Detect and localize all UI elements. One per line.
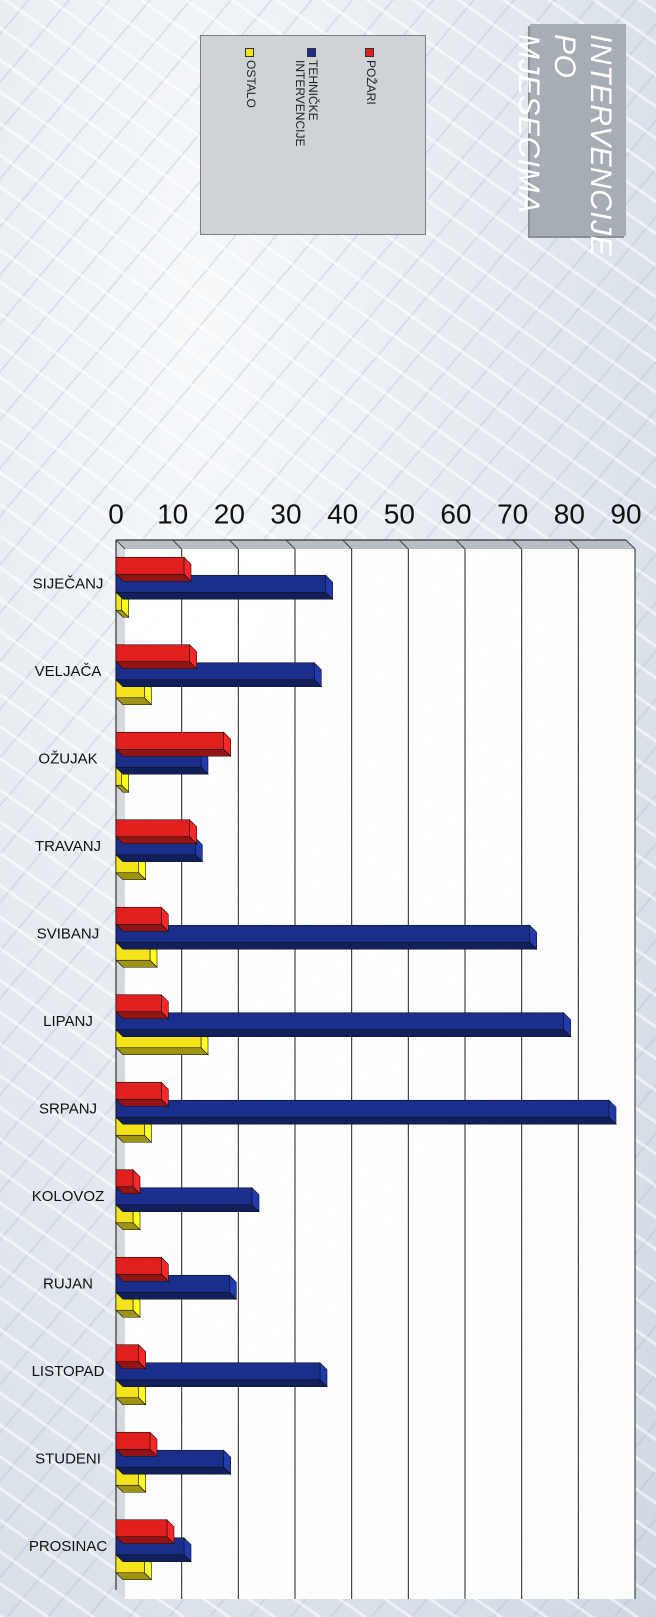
category-label: LIPANJ (43, 1013, 93, 1030)
bar-side-tehnicke (115, 1554, 192, 1563)
bar-side-tehnicke (115, 679, 323, 688)
bar-side-ostalo (115, 959, 158, 968)
plot-back-wall (125, 549, 635, 1599)
bar-pozari (115, 1169, 134, 1188)
bar-side-pozari (115, 661, 198, 670)
bar-pozari (115, 556, 185, 575)
category-label: STUDENI (35, 1450, 101, 1467)
bar-side-pozari (115, 1011, 170, 1020)
bar-pozari (115, 994, 162, 1013)
bar-side-tehnicke (115, 591, 334, 600)
y-tick-label: 10 (157, 499, 188, 530)
bar-tehnicke (115, 1012, 564, 1031)
bar-side-pozari (115, 1273, 170, 1282)
bar-tehnicke (115, 1187, 253, 1206)
bar-side-tehnicke (115, 1029, 572, 1038)
gridline-side (455, 539, 466, 550)
bar-pozari (115, 819, 190, 838)
gridline-side (625, 539, 636, 550)
bar-side-tehnicke (115, 1379, 328, 1388)
bar-side-pozari (115, 1448, 158, 1457)
category-label: SIJEČANJ (33, 575, 104, 592)
y-tick-label: 40 (327, 499, 358, 530)
bar-tehnicke (115, 1099, 610, 1118)
category-label: SRPANJ (39, 1100, 97, 1117)
plot-side-wall (116, 540, 635, 549)
y-tick-label: 60 (440, 499, 471, 530)
bar-side-tehnicke (115, 854, 204, 863)
bar-side-tehnicke (115, 1291, 238, 1300)
bar-pozari (115, 644, 190, 663)
category-label: PROSINAC (29, 1538, 108, 1555)
gridline-side (285, 539, 296, 550)
bar-pozari (115, 1519, 168, 1538)
bar-side-pozari (115, 1098, 170, 1107)
y-tick-label: 0 (108, 499, 124, 530)
gridline-side (568, 539, 579, 550)
bar-pozari (115, 731, 224, 750)
bar-side-tehnicke (115, 1204, 260, 1213)
y-tick-label: 80 (554, 499, 585, 530)
category-label: KOLOVOZ (32, 1188, 105, 1205)
bar-side-pozari (115, 748, 232, 757)
gridline-side (228, 539, 239, 550)
bar-side-pozari (115, 573, 192, 582)
bar-side-tehnicke (115, 941, 538, 950)
bar-side-pozari (115, 1536, 175, 1545)
gridline-side (172, 539, 183, 550)
gridline-side (512, 539, 523, 550)
y-tick-label: 70 (497, 499, 528, 530)
bar-side-tehnicke (115, 1466, 232, 1475)
bar-pozari (115, 1256, 162, 1275)
category-label: VELJAČA (35, 663, 102, 680)
bar-side-ostalo (115, 1047, 209, 1056)
bar-side-tehnicke (115, 1116, 617, 1125)
bar-side-pozari (115, 836, 198, 845)
y-tick-label: 30 (270, 499, 301, 530)
y-tick-label: 50 (384, 499, 415, 530)
bar-pozari (115, 1344, 139, 1363)
gridline-side (342, 539, 353, 550)
bar-pozari (115, 1081, 162, 1100)
bar-tehnicke (115, 924, 530, 943)
category-label: RUJAN (43, 1275, 93, 1292)
gridline-side (398, 539, 409, 550)
plot-floor (116, 540, 125, 1599)
category-label: SVIBANJ (37, 925, 100, 942)
category-label: LISTOPAD (32, 1363, 105, 1380)
bar-side-pozari (115, 923, 170, 932)
bar-pozari (115, 1431, 151, 1450)
gridline-side (115, 539, 126, 550)
category-label: OŽUJAK (38, 750, 97, 767)
bar-tehnicke (115, 1362, 321, 1381)
y-tick-label: 20 (214, 499, 245, 530)
bar-side-tehnicke (115, 766, 209, 775)
bar-pozari (115, 906, 162, 925)
category-label: TRAVANJ (35, 838, 101, 855)
y-tick-label: 90 (610, 499, 641, 530)
